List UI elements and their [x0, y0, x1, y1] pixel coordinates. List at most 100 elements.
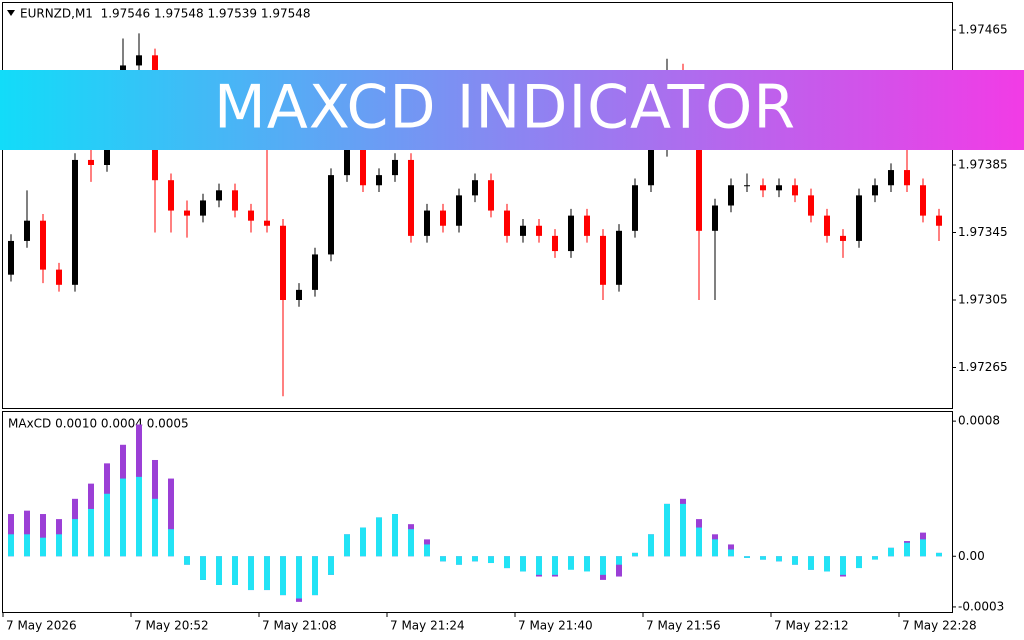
y-tick-label: 0.00 — [958, 549, 985, 563]
candle-body — [344, 149, 350, 176]
y-tick-label: 1.97265 — [958, 360, 1008, 374]
histogram-bar — [264, 556, 270, 591]
candle-body — [616, 230, 622, 285]
histogram-bar — [584, 556, 590, 572]
candle-body — [216, 190, 222, 201]
histogram-bar — [824, 556, 830, 572]
histogram-bar — [280, 556, 286, 596]
candle-body — [24, 220, 30, 241]
candle-body — [312, 254, 318, 290]
candle-body — [648, 149, 654, 186]
candle-body — [888, 170, 894, 186]
histogram-bar — [520, 556, 526, 572]
histogram-bar — [8, 534, 14, 557]
histogram-bar — [840, 556, 846, 575]
y-tick-label: 1.97305 — [958, 293, 1008, 307]
candle-body — [136, 55, 142, 66]
candle-body — [728, 185, 734, 206]
candle-body — [88, 159, 94, 165]
histogram-bar — [168, 529, 174, 557]
indicator-header: MAxCD 0.0010 0.0004 0.0005 — [8, 417, 189, 431]
candle-body — [872, 185, 878, 196]
candle-body — [360, 149, 366, 186]
candle-body — [424, 210, 430, 236]
histogram-bar — [456, 556, 462, 565]
histogram-bar — [792, 556, 798, 565]
y-tick-label: -0.0003 — [958, 599, 1004, 613]
candle-body — [8, 240, 14, 275]
candle-body — [712, 205, 718, 231]
histogram-bar — [200, 556, 206, 580]
candle-body — [584, 215, 590, 236]
histogram-bar — [648, 534, 654, 557]
candle-body — [232, 190, 238, 211]
histogram-bar — [344, 534, 350, 557]
histogram-bar — [424, 544, 430, 557]
candle-body — [56, 269, 62, 285]
indicator-panel-frame — [2, 411, 953, 613]
histogram-bar — [712, 539, 718, 557]
candle-body — [456, 195, 462, 226]
histogram-bar — [888, 547, 894, 557]
candle-body — [568, 215, 574, 252]
main-panel-frame — [2, 2, 953, 409]
histogram-bar — [728, 549, 734, 557]
candle-body — [376, 175, 382, 186]
histogram-bar — [168, 478, 174, 557]
histogram-bar — [248, 556, 254, 591]
candle-body — [856, 195, 862, 241]
candle-body — [200, 200, 206, 216]
candle-body — [440, 210, 446, 226]
x-tick-label: 7 May 21:08 — [262, 619, 337, 633]
candle-body — [776, 185, 782, 191]
candle-body — [808, 195, 814, 216]
candle-body — [504, 210, 510, 236]
histogram-bar — [616, 556, 622, 565]
histogram-bar — [904, 542, 910, 557]
histogram-bar — [360, 527, 366, 557]
histogram-bar — [600, 556, 606, 575]
candle-body — [40, 220, 46, 270]
histogram-bar — [40, 514, 46, 557]
histogram-bar — [744, 556, 750, 558]
x-tick-label: 7 May 20:52 — [134, 619, 209, 633]
histogram-bar — [184, 556, 190, 565]
histogram-bar — [104, 493, 110, 557]
candle-body — [280, 225, 286, 300]
histogram-bar — [40, 537, 46, 557]
candle-body — [520, 225, 526, 236]
histogram-bar — [696, 527, 702, 557]
histogram-bar — [24, 510, 30, 557]
symbol-menu-icon[interactable] — [7, 10, 15, 16]
histogram-bar — [136, 476, 142, 557]
histogram-bar — [328, 556, 334, 575]
candle-body — [72, 159, 78, 285]
histogram-bar — [120, 478, 126, 557]
histogram-bar — [440, 556, 446, 562]
histogram-bar — [664, 503, 670, 557]
histogram-bar — [24, 534, 30, 557]
y-tick-label: 1.97345 — [958, 225, 1008, 239]
histogram-bar — [936, 552, 942, 557]
histogram-bar — [616, 556, 622, 577]
histogram-bar — [232, 556, 238, 585]
candle-body — [392, 159, 398, 176]
histogram-bar — [536, 556, 542, 575]
candle-body — [184, 210, 190, 216]
histogram-bar — [216, 556, 222, 585]
candle-body — [792, 185, 798, 196]
histogram-bar — [552, 556, 558, 575]
banner — [0, 70, 1024, 150]
histogram-bar — [504, 556, 510, 569]
histogram-bar — [56, 534, 62, 557]
candle-body — [168, 180, 174, 211]
x-tick-label: 7 May 22:12 — [774, 619, 849, 633]
symbol-header: EURNZD,M1 1.97546 1.97548 1.97539 1.9754… — [20, 7, 311, 21]
candle-body — [408, 159, 414, 236]
x-tick-label: 7 May 21:24 — [390, 619, 465, 633]
histogram-bar — [376, 517, 382, 557]
candle-body — [296, 289, 302, 300]
candle-body — [696, 80, 702, 231]
histogram-bar — [88, 508, 94, 557]
